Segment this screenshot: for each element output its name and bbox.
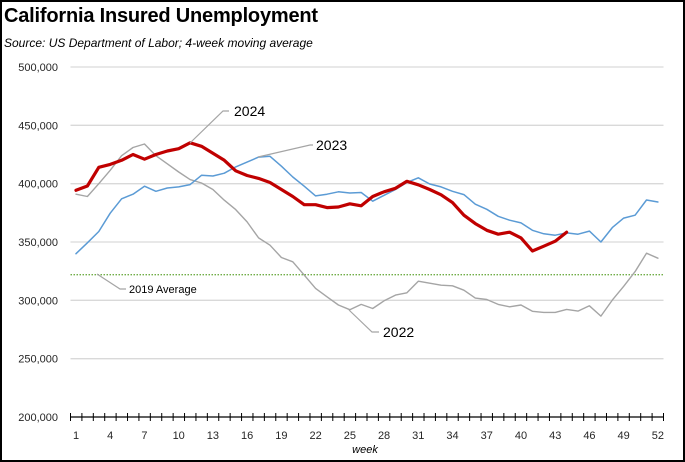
leader-line-2022	[348, 309, 379, 333]
x-axis: 1 4 7 10 13 16 19 22 25 28 31 34 37 40 43 46 49 52	[70, 413, 664, 442]
series-lines	[74, 141, 659, 317]
x-tick-label: 16	[241, 430, 253, 442]
gridlines	[70, 66, 664, 360]
y-tick-label: 500,000	[18, 62, 58, 74]
x-tick-label: 43	[549, 430, 561, 442]
series-2022-line	[75, 143, 659, 317]
x-tick-label: 37	[481, 430, 493, 442]
x-tick-label: 1	[73, 430, 79, 442]
series-2023-line	[75, 155, 659, 255]
x-tick-label: 46	[583, 430, 595, 442]
chart-subtitle: Source: US Department of Labor; 4-week m…	[4, 36, 313, 50]
annotation-label-2019-average: 2019 Average	[129, 284, 197, 296]
x-axis-title: week	[352, 444, 378, 456]
x-tick-label: 28	[378, 430, 390, 442]
y-tick-label: 300,000	[18, 295, 58, 307]
y-tick-label: 200,000	[18, 412, 58, 424]
series-2024-line	[74, 141, 569, 253]
x-tick-label: 4	[107, 430, 113, 442]
x-tick-label: 34	[446, 430, 458, 442]
chart-title: California Insured Unemployment	[4, 5, 318, 27]
x-tick-label: 22	[309, 430, 321, 442]
y-tick-label: 350,000	[18, 237, 58, 249]
x-tick-label: 52	[652, 430, 664, 442]
y-tick-label: 450,000	[18, 120, 58, 132]
x-tick-label: 7	[141, 430, 147, 442]
x-tick-label: 25	[344, 430, 356, 442]
x-tick-label: 31	[412, 430, 424, 442]
annotations: 2024 2023 2022 2019 Average	[96, 103, 414, 340]
x-tick-label: 10	[173, 430, 185, 442]
y-axis-labels: 200,000 250,000 300,000 350,000 400,000 450,0…	[18, 62, 58, 424]
leader-line-2024	[189, 110, 229, 144]
x-tick-label: 19	[275, 430, 287, 442]
annotation-label-2024: 2024	[234, 103, 265, 119]
x-tick-label: 13	[207, 430, 219, 442]
annotation-label-2022: 2022	[383, 324, 414, 340]
leader-line-2019-average	[96, 273, 126, 290]
x-tick-label: 40	[515, 430, 527, 442]
annotation-label-2023: 2023	[316, 137, 347, 153]
y-tick-label: 400,000	[18, 179, 58, 191]
y-tick-label: 250,000	[18, 354, 58, 366]
x-tick-label: 49	[618, 430, 630, 442]
leader-line-2023	[257, 144, 313, 158]
